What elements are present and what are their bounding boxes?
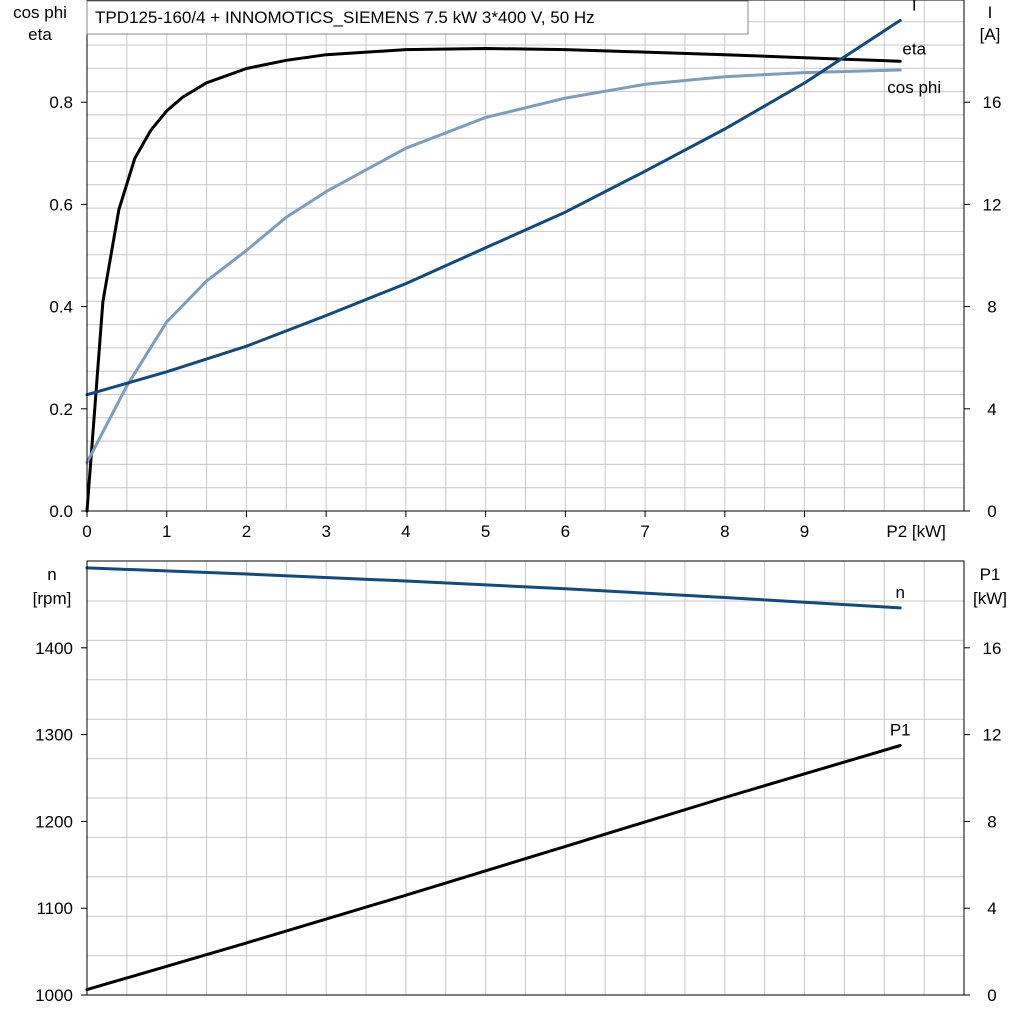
chart-title-box bbox=[86, 0, 749, 35]
series-n-line bbox=[85, 566, 902, 610]
bottom-plot-frame bbox=[86, 560, 965, 996]
chart-title: TPD125-160/4 + INNOMOTICS_SIEMENS 7.5 kW… bbox=[95, 8, 595, 27]
top-left-axis-label: cos phi bbox=[13, 3, 67, 22]
bottom-left-tick-label: 1100 bbox=[36, 899, 73, 918]
bottom-plot-frame bbox=[81, 560, 970, 996]
bottom-left-axis-label: n bbox=[47, 565, 56, 584]
bottom-right-tick-label: 8 bbox=[987, 812, 996, 831]
x-tick-label: 4 bbox=[401, 522, 410, 541]
series-cos-phi-label: cos phi bbox=[887, 78, 941, 97]
top-right-axis-label: I bbox=[988, 3, 993, 22]
top-plot-frame bbox=[86, 0, 965, 512]
top-plot-curves bbox=[85, 18, 902, 513]
x-tick-label: 5 bbox=[481, 522, 490, 541]
top-left-tick-label: 0.6 bbox=[49, 195, 73, 214]
x-tick-label: 6 bbox=[561, 522, 570, 541]
bottom-right-tick-label: 16 bbox=[983, 639, 1002, 658]
bottom-left-tick-label: 1200 bbox=[35, 812, 73, 831]
top-plot-frame bbox=[81, 0, 970, 517]
bottom-left-tick-label: 1000 bbox=[35, 986, 73, 1005]
top-left-tick-label: 0.2 bbox=[49, 400, 73, 419]
top-left-axis-unit: eta bbox=[28, 25, 52, 44]
top-plot-grid bbox=[87, 0, 964, 511]
series-I-line bbox=[85, 18, 902, 397]
series-P1-line bbox=[85, 744, 902, 992]
series-I-label: I bbox=[912, 0, 917, 14]
series-n-label: n bbox=[895, 583, 904, 602]
x-tick-label: 7 bbox=[640, 522, 649, 541]
top-left-tick-label: 0.4 bbox=[49, 298, 73, 317]
bottom-left-tick-label: 1300 bbox=[35, 726, 73, 745]
bottom-right-tick-label: 4 bbox=[987, 899, 996, 918]
top-right-tick-label: 16 bbox=[983, 93, 1002, 112]
top-right-axis-unit: [A] bbox=[980, 25, 1001, 44]
top-right-tick-label: 4 bbox=[987, 400, 996, 419]
top-left-tick-label: 0.8 bbox=[49, 93, 73, 112]
x-tick-label: 9 bbox=[800, 522, 809, 541]
bottom-left-tick-label: 1400 bbox=[35, 639, 73, 658]
x-tick-label: 2 bbox=[242, 522, 251, 541]
top-left-tick-label: 0.0 bbox=[49, 502, 73, 521]
x-tick-label: 8 bbox=[720, 522, 729, 541]
series-cos-phi-line bbox=[85, 68, 902, 464]
x-axis-label: P2 [kW] bbox=[886, 522, 946, 541]
top-right-tick-label: 12 bbox=[983, 195, 1002, 214]
x-tick-label: 1 bbox=[162, 522, 171, 541]
bottom-right-axis-label: P1 bbox=[980, 565, 1001, 584]
bottom-right-tick-label: 0 bbox=[987, 986, 996, 1005]
series-eta-label: eta bbox=[902, 39, 926, 58]
x-tick-label: 3 bbox=[321, 522, 330, 541]
x-tick-label: 0 bbox=[82, 522, 91, 541]
series-eta-line bbox=[85, 47, 902, 513]
bottom-right-tick-label: 12 bbox=[983, 726, 1002, 745]
top-right-tick-label: 0 bbox=[987, 502, 996, 521]
series-P1-label: P1 bbox=[890, 720, 911, 739]
bottom-plot-grid bbox=[87, 561, 964, 995]
bottom-right-axis-unit: [kW] bbox=[973, 589, 1007, 608]
top-right-tick-label: 8 bbox=[987, 298, 996, 317]
bottom-plot-curves bbox=[85, 566, 902, 992]
bottom-left-axis-unit: [rpm] bbox=[33, 589, 72, 608]
